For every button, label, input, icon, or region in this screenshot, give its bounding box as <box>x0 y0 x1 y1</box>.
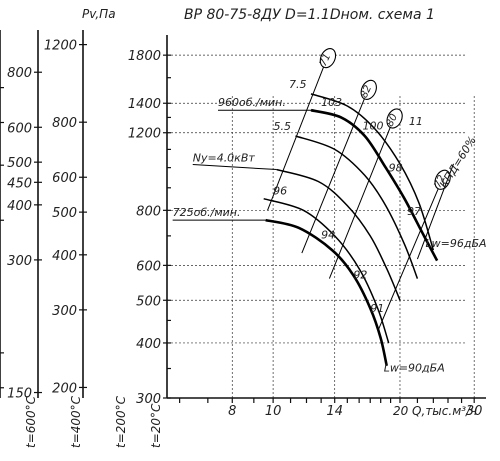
speed-label: 960об./мин. <box>218 96 286 109</box>
x-tick-label: 14 <box>326 404 343 419</box>
x-tick-label: 30 <box>466 404 483 419</box>
side-scale-tick-label: 300 <box>52 304 77 319</box>
side-scale-tick-label: 500 <box>52 206 77 221</box>
power-curve <box>295 135 419 279</box>
side-scale-tick-label: 800 <box>52 116 77 131</box>
side-scale-tick-label: 400 <box>7 199 32 214</box>
efficiency-label: КПД=60% <box>437 134 479 190</box>
side-scale-tick-label: 450 <box>7 176 32 191</box>
side-scale-tick-label: 200 <box>52 381 77 396</box>
power-label: 7.5 <box>289 78 307 91</box>
side-scale-tick-label: 800 <box>7 66 32 81</box>
curve-annotation: 96 <box>273 184 287 197</box>
grid-layer <box>167 54 475 398</box>
side-scale-label: t=400°C <box>69 395 83 448</box>
efficiency-line <box>378 187 440 330</box>
side-header: Pv,Па <box>82 7 116 21</box>
speed-curves-layer <box>265 108 439 367</box>
side-scale-label: t=20°C <box>149 403 163 448</box>
efficiency-label: 80 <box>385 112 400 128</box>
efficiency-ring <box>434 169 451 190</box>
side-scale-tick-label: 500 <box>7 156 32 171</box>
labels-layer: ВР 80-75-8ДУ D=1.1Dном. схема 1 71 82 80 72К… <box>172 7 487 374</box>
curve-annotation: 11 <box>409 115 423 128</box>
side-scale-tick-label: 600 <box>7 121 32 136</box>
power-curve <box>310 93 435 251</box>
curve-annotation: 91 <box>370 302 384 315</box>
curve-annotation: 98 <box>389 161 403 174</box>
efficiency-ring <box>386 108 403 129</box>
power-label-leader <box>192 164 277 171</box>
efficiency-ring <box>360 79 377 100</box>
curve-annotation: 103 <box>321 96 342 109</box>
efficiency-lines-layer <box>267 48 455 330</box>
side-scale-tick-label: 300 <box>7 254 32 269</box>
power-curves-layer <box>263 93 435 344</box>
y-tick-label: 1400 <box>128 97 161 112</box>
side-scale-label: t=200°C <box>114 395 128 448</box>
efficiency-label: 72 <box>433 174 448 190</box>
efficiency-line <box>416 163 455 260</box>
side-scales-layer: t=20°C 200 300 400 500 600 800 1200 t=200°C 150 30… <box>0 7 163 448</box>
y-tick-label: 400 <box>136 337 161 352</box>
efficiency-label: 71 <box>318 52 333 68</box>
x-tick-label: 10 <box>265 404 282 419</box>
y-tick-label: 300 <box>136 392 161 407</box>
speed-curve <box>310 108 439 262</box>
y-tick-label: 800 <box>136 204 161 219</box>
y-tick-label: 1200 <box>128 127 161 142</box>
power-label: 5.5 <box>273 120 291 133</box>
side-scale-tick-label: 150 <box>7 387 32 402</box>
x-tick-label: 8 <box>228 404 236 419</box>
efficiency-line <box>301 97 366 254</box>
side-scale-label: t=600°C <box>24 395 38 448</box>
y-tick-label: 600 <box>136 259 161 274</box>
side-scale-tick-label: 600 <box>52 171 77 186</box>
y-tick-label: 1800 <box>128 49 161 64</box>
curve-annotation: 92 <box>353 269 367 282</box>
x-axis-label: 20 Q,тыс.м³/ч <box>393 404 477 418</box>
y-tick-label: 500 <box>136 294 161 309</box>
side-scale-tick-label: 1200 <box>44 39 77 54</box>
efficiency-line <box>328 126 392 279</box>
side-scale-tick-label: 400 <box>52 249 77 264</box>
curve-annotation: Lw=96дБА <box>426 237 487 250</box>
power-label: Ny=4.0кВт <box>193 152 256 165</box>
curve-annotation: 100 <box>363 120 384 133</box>
curve-annotation: Lw=90дБА <box>384 361 445 374</box>
efficiency-ring <box>319 48 337 69</box>
efficiency-line <box>267 65 325 211</box>
speed-curve <box>265 218 388 367</box>
chart-title: ВР 80-75-8ДУ D=1.1Dном. схема 1 <box>184 7 435 23</box>
power-curve <box>263 197 390 344</box>
power-curve <box>276 168 401 301</box>
efficiency-label: 82 <box>359 84 374 100</box>
curve-annotation: 97 <box>407 205 421 218</box>
curve-annotation: 94 <box>321 229 335 242</box>
speed-label: 725об./мин. <box>173 206 241 219</box>
